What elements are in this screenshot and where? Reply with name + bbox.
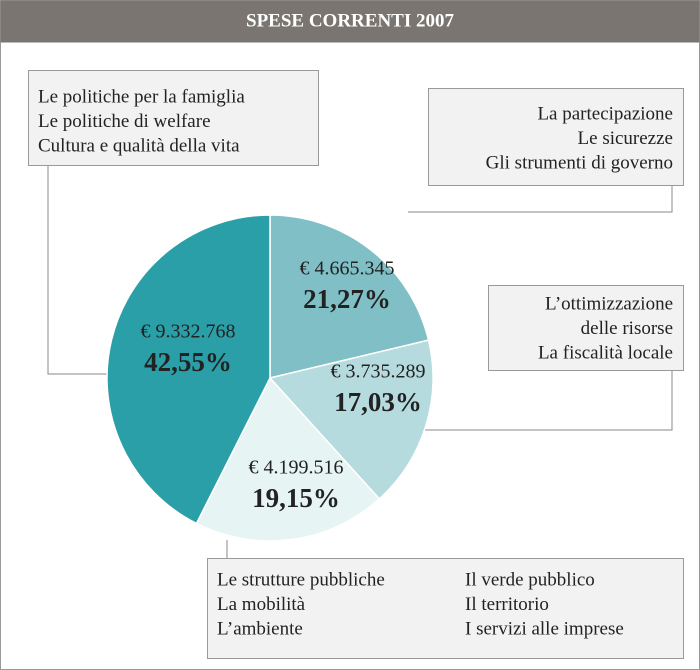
group-item: L’ambiente bbox=[217, 618, 303, 639]
group-item: Le sicurezze bbox=[578, 128, 673, 149]
amount-label: € 4.665.345 bbox=[300, 258, 395, 280]
value-label: 17,03% bbox=[334, 387, 422, 417]
pie-slice bbox=[268, 339, 434, 500]
label-box bbox=[488, 285, 684, 371]
group-item: L’ottimizzazione bbox=[545, 293, 673, 314]
group-item: Le politiche per la famiglia bbox=[38, 86, 245, 107]
connector bbox=[47, 165, 108, 375]
group-item: Gli strumenti di governo bbox=[486, 152, 673, 173]
group-item: La fiscalità locale bbox=[538, 342, 673, 363]
header-band bbox=[0, 0, 700, 43]
value-label: 19,15% bbox=[252, 483, 340, 513]
chart-title: SPESE CORRENTI 2007 bbox=[246, 10, 454, 31]
connector bbox=[408, 185, 673, 213]
group-item: Le strutture pubbliche bbox=[217, 569, 385, 590]
pie-slice bbox=[106, 214, 271, 525]
group-item: Le politiche di welfare bbox=[38, 111, 211, 132]
group-item: I servizi alle imprese bbox=[465, 618, 624, 639]
label-box bbox=[207, 558, 684, 659]
amount-label: € 9.332.768 bbox=[141, 321, 236, 343]
value-label: 21,27% bbox=[303, 284, 391, 314]
group-item: delle risorse bbox=[581, 318, 673, 339]
label-box bbox=[428, 88, 684, 186]
pie-slice bbox=[195, 376, 381, 542]
pie-slice bbox=[269, 214, 430, 379]
group-item: La mobilità bbox=[217, 594, 306, 615]
value-label: 42,55% bbox=[144, 347, 232, 377]
amount-label: € 4.199.516 bbox=[249, 457, 344, 479]
group-item: La partecipazione bbox=[537, 103, 673, 124]
group-item: Il territorio bbox=[465, 594, 549, 615]
amount-label: € 3.735.289 bbox=[331, 361, 426, 383]
label-box bbox=[28, 70, 319, 166]
group-item: Cultura e qualità della vita bbox=[38, 135, 240, 156]
group-item: Il verde pubblico bbox=[465, 569, 595, 590]
connector bbox=[423, 370, 673, 431]
